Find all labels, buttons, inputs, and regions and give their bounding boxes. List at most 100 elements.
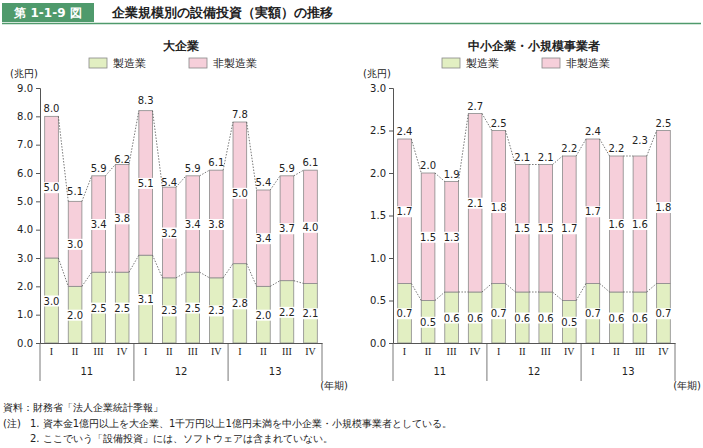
x-tick-label: IV xyxy=(470,346,481,357)
connector xyxy=(529,292,539,293)
y-tick: 8.0 xyxy=(17,111,40,122)
data-label: 0.6 xyxy=(538,313,554,324)
data-label: 2.3 xyxy=(208,305,224,316)
data-label: 2.5 xyxy=(114,303,130,314)
connector xyxy=(105,165,115,176)
y-tick: 6.0 xyxy=(17,168,40,179)
x-tick-label: II xyxy=(519,346,526,357)
connector xyxy=(647,284,657,293)
data-label-bg xyxy=(160,305,178,316)
y-tick-mark xyxy=(36,201,40,202)
total-label: 6.1 xyxy=(208,157,224,168)
total-label: 2.5 xyxy=(491,118,507,129)
x-tick: I xyxy=(144,346,147,357)
group-label: 12 xyxy=(175,366,188,377)
y-tick-mark xyxy=(36,145,40,146)
connector xyxy=(623,292,633,293)
group-separator xyxy=(40,343,41,381)
x-tick-label: I xyxy=(403,346,406,357)
connector xyxy=(200,170,210,176)
x-tick: II xyxy=(519,346,526,357)
group-label: 12 xyxy=(528,366,541,377)
data-label: 0.7 xyxy=(397,308,413,319)
x-axis-title: (年期) xyxy=(673,380,701,391)
x-axis: IIIIIIIVIIIIIIIVIIIIIIIV xyxy=(41,344,323,358)
x-tick-label: II xyxy=(166,346,173,357)
data-label: 1.8 xyxy=(656,202,672,213)
data-label-bg xyxy=(631,313,649,324)
data-label-bg xyxy=(490,308,508,319)
x-tick-label: I xyxy=(144,346,147,357)
x-tick: III xyxy=(94,346,104,357)
connector xyxy=(153,111,163,188)
group-label: 13 xyxy=(622,366,635,377)
y-axis-title: (兆円) xyxy=(363,68,391,79)
connector xyxy=(105,272,115,273)
data-label: 1.7 xyxy=(585,206,601,217)
chart: 中小企業・小規模事業者製造業非製造業(兆円)0.00.51.01.52.02.5… xyxy=(363,39,701,391)
total-label: 1.9 xyxy=(444,169,460,180)
data-label: 1.7 xyxy=(397,206,413,217)
data-label-bg xyxy=(302,222,320,233)
data-label-bg xyxy=(137,178,155,189)
x-tick-label: IV xyxy=(211,346,222,357)
x-tick: IV xyxy=(470,346,481,357)
x-tick-label: II xyxy=(72,346,79,357)
data-label: 2.0 xyxy=(255,310,271,321)
data-label-bg xyxy=(584,308,602,319)
legend-label: 製造業 xyxy=(466,57,499,70)
note: 1. 資本金1億円以上を大企業、1千万円以上1億円未満を中小企業・小規模事業者と… xyxy=(30,418,452,429)
y-tick-mark xyxy=(389,88,393,89)
x-tick-label: II xyxy=(260,346,267,357)
connector xyxy=(482,284,492,293)
data-label-bg xyxy=(43,182,61,193)
x-tick: I xyxy=(238,346,241,357)
y-tick-label: 3.0 xyxy=(17,253,33,264)
data-label: 3.8 xyxy=(114,213,130,224)
data-label-bg xyxy=(137,294,155,305)
x-tick-label: III xyxy=(94,346,104,357)
y-tick-mark xyxy=(389,216,393,217)
data-label-bg xyxy=(207,219,225,230)
y-tick-label: 1.0 xyxy=(17,309,33,320)
data-label-bg xyxy=(160,228,178,239)
data-label-bg xyxy=(466,313,484,324)
data-label: 4.0 xyxy=(303,222,319,233)
data-label: 2.3 xyxy=(161,305,177,316)
data-label-bg xyxy=(66,239,84,250)
data-label: 2.1 xyxy=(467,198,483,209)
connector xyxy=(153,255,163,278)
group-separator xyxy=(133,343,134,381)
data-label: 3.4 xyxy=(255,233,271,244)
x-tick: II xyxy=(613,346,620,357)
group-label: 11 xyxy=(80,366,93,377)
connector xyxy=(458,292,468,293)
chart-title: 中小企業・小規模事業者 xyxy=(468,39,600,53)
y-tick-mark xyxy=(389,131,393,132)
header-badge xyxy=(2,3,94,22)
data-label-bg xyxy=(560,223,578,234)
data-label-bg xyxy=(607,313,625,324)
x-tick: II xyxy=(260,346,267,357)
y-tick-label: 2.5 xyxy=(370,125,386,136)
x-tick-label: I xyxy=(238,346,241,357)
y-tick-label: 8.0 xyxy=(17,111,33,122)
total-label: 2.1 xyxy=(514,152,530,163)
y-tick-mark xyxy=(36,230,40,231)
data-label-bg xyxy=(396,308,414,319)
group-separator xyxy=(393,343,394,381)
legend-label: 非製造業 xyxy=(213,57,257,70)
connector xyxy=(270,176,280,190)
data-label-bg xyxy=(537,223,555,234)
y-tick: 2.5 xyxy=(370,125,393,136)
group-label: 11 xyxy=(433,366,446,377)
x-tick: III xyxy=(541,346,551,357)
total-label: 2.3 xyxy=(632,135,648,146)
y-tick-mark xyxy=(36,116,40,117)
x-axis-line xyxy=(394,343,676,344)
connector xyxy=(647,131,657,157)
x-tick: II xyxy=(166,346,173,357)
figure-title: 企業規模別の設備投資（実額）の推移 xyxy=(111,5,333,20)
y-tick-mark xyxy=(36,286,40,287)
plot-area xyxy=(398,114,671,344)
